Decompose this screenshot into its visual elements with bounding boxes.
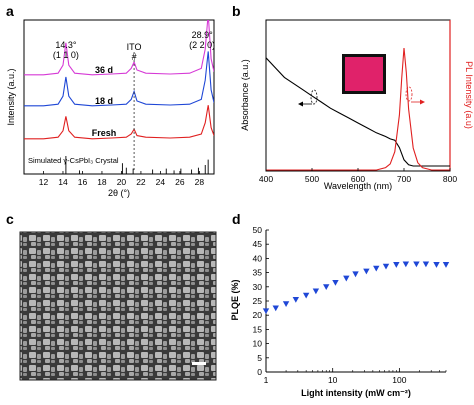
plqe-y-tick-label: 45 — [253, 239, 263, 249]
plqe-point — [413, 261, 420, 268]
plqe-point — [363, 268, 370, 275]
plqe-point — [433, 262, 440, 268]
plqe-y-tick-label: 50 — [253, 225, 263, 235]
optical-x-axis-label: Wavelength (nm) — [324, 181, 392, 191]
xrd-x-tick-label: 22 — [136, 177, 146, 187]
film-photo-glow — [345, 57, 383, 91]
sem-micrograph — [19, 231, 217, 381]
panel-letter-a: a — [6, 3, 14, 19]
plqe-y-tick-label: 15 — [253, 324, 263, 334]
plqe-point — [422, 261, 430, 268]
xrd-x-tick-label: 26 — [175, 177, 185, 187]
optical-x-tick-label: 600 — [351, 174, 365, 184]
plqe-panel: 0 5 10 15 20 25 30 35 40 45 50 1 10 100 Light intensi… — [230, 225, 450, 398]
pl-axis-label: PL Intensity (a.u) — [464, 61, 474, 129]
xrd-x-tick-label: 14 — [58, 177, 68, 187]
plqe-point — [292, 296, 300, 303]
xrd-series-line — [24, 51, 214, 107]
optical-x-tick-label: 800 — [443, 174, 457, 184]
panel-letter-b: b — [232, 3, 241, 19]
optical-panel: 400 500 600 700 800 Wavelength (nm) Absorban… — [240, 19, 474, 191]
optical-x-tick-label: 400 — [259, 174, 273, 184]
plqe-x-tick-label: 100 — [392, 375, 406, 385]
xrd-series-line — [24, 20, 214, 76]
plqe-y-tick-label: 10 — [253, 339, 263, 349]
xrd-y-axis-label: Intensity (a.u.) — [6, 68, 16, 125]
optical-x-tick-label: 700 — [397, 174, 411, 184]
absorbance-axis-label: Absorbance (a.u.) — [240, 59, 250, 131]
xrd-panel: 36 d 18 d Fresh Simulated γ-CsPbI₃ Crystal 1… — [6, 19, 215, 198]
xrd-plot-frame — [23, 19, 215, 175]
peak-annotation-sub: # — [132, 52, 137, 62]
xrd-x-tick-label: 16 — [78, 177, 88, 187]
plqe-y-tick-label: 40 — [253, 253, 263, 263]
peak-annotation: ITO — [127, 42, 142, 52]
optical-plot-frame — [265, 19, 451, 172]
peak-annotation-sub: (1 1 0) — [53, 50, 79, 60]
plqe-point — [382, 263, 390, 270]
xrd-series-label: 18 d — [95, 96, 113, 106]
plqe-point — [262, 308, 270, 315]
absorbance-line — [266, 57, 450, 167]
sem-image-panel — [19, 231, 217, 381]
plqe-y-tick-label: 35 — [253, 268, 263, 278]
pl-arrow-marker — [405, 86, 425, 105]
xrd-series-line — [24, 105, 214, 140]
plqe-point — [272, 305, 279, 312]
xrd-series-label: 36 d — [95, 65, 113, 75]
reference-label: Simulated γ-CsPbI₃ Crystal — [28, 156, 119, 165]
plqe-point — [302, 292, 310, 299]
xrd-x-axis-label: 2θ (°) — [108, 188, 130, 198]
plqe-y-axis-label: PLQE (%) — [230, 279, 240, 320]
plqe-point — [343, 275, 350, 282]
plqe-x-axis-label: Light intensity (mW cm⁻²) — [301, 388, 411, 398]
plqe-y-tick-label: 0 — [257, 367, 262, 377]
xrd-series-label: Fresh — [92, 128, 117, 138]
plqe-y-tick-label: 5 — [257, 353, 262, 363]
pl-line — [266, 47, 450, 171]
plqe-point — [282, 301, 290, 308]
plqe-point — [352, 271, 359, 278]
plqe-point — [442, 262, 450, 268]
xrd-x-tick-label: 12 — [39, 177, 49, 187]
peak-annotation: 14.3° — [55, 40, 77, 50]
plqe-point — [323, 284, 330, 290]
plqe-y-tick-label: 25 — [253, 296, 263, 306]
plqe-x-tick-label: 1 — [264, 375, 269, 385]
plqe-point — [312, 288, 320, 295]
plqe-y-tick-label: 30 — [253, 282, 263, 292]
optical-x-tick-label: 500 — [305, 174, 319, 184]
peak-annotation: 28.9° — [192, 30, 214, 40]
xrd-x-tick-label: 18 — [97, 177, 107, 187]
panel-letter-d: d — [232, 211, 241, 227]
peak-annotation-sub: (2 2 0) — [189, 40, 215, 50]
plqe-y-tick-label: 20 — [253, 310, 263, 320]
absorbance-arrow-marker — [298, 89, 318, 107]
plqe-point — [402, 261, 410, 268]
xrd-x-tick-label: 24 — [156, 177, 166, 187]
scale-bar — [192, 362, 206, 365]
xrd-x-tick-label: 20 — [117, 177, 127, 187]
plqe-x-tick-label: 10 — [328, 375, 338, 385]
plqe-point — [332, 279, 339, 286]
plqe-point — [373, 265, 380, 272]
panel-letter-c: c — [6, 211, 14, 227]
plqe-point — [393, 262, 400, 268]
xrd-x-tick-label: 28 — [195, 177, 205, 187]
